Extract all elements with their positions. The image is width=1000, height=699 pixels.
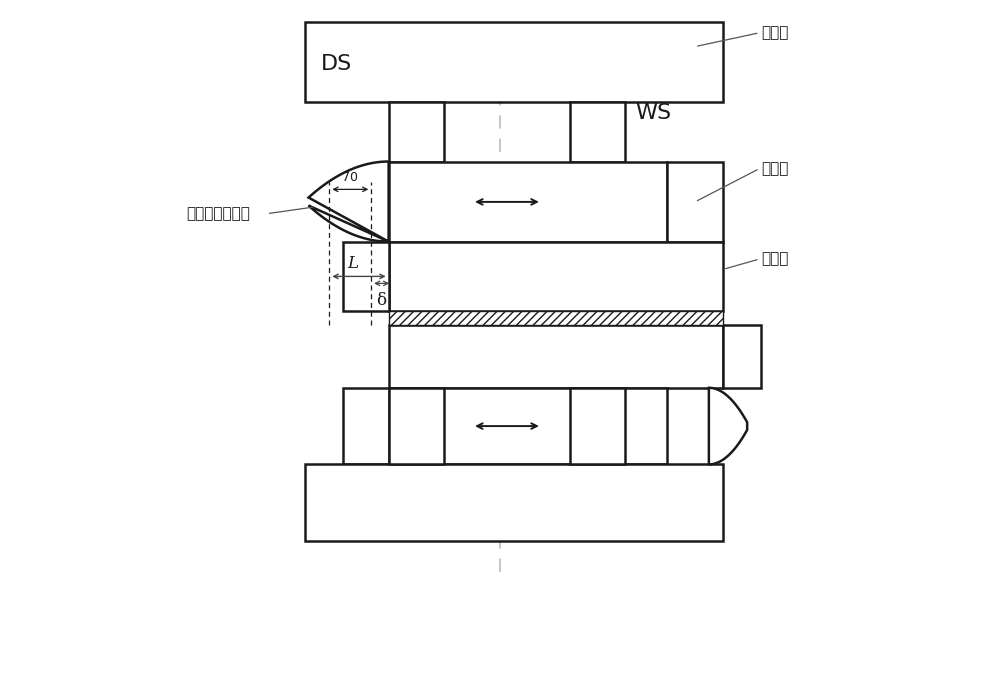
Text: 中间辊: 中间辊 — [761, 161, 788, 176]
Bar — [343, 388, 389, 464]
Text: 70: 70 — [342, 171, 358, 184]
Bar — [667, 161, 723, 242]
Polygon shape — [309, 161, 389, 242]
Bar — [389, 102, 444, 161]
Text: WS: WS — [635, 103, 671, 123]
Text: 单侧多项式辊形: 单侧多项式辊形 — [187, 206, 251, 222]
Bar — [723, 325, 761, 388]
Bar — [389, 161, 667, 242]
Bar — [305, 464, 723, 541]
Text: 工作辊: 工作辊 — [761, 252, 788, 266]
Text: 支撇辊: 支撇辊 — [761, 25, 788, 41]
Polygon shape — [709, 388, 747, 464]
Bar — [389, 388, 667, 464]
Bar — [389, 242, 723, 311]
Text: L: L — [348, 254, 359, 271]
Bar — [389, 388, 444, 464]
Bar — [570, 388, 625, 464]
Bar — [389, 325, 723, 388]
Text: DS: DS — [321, 54, 352, 74]
Bar — [389, 311, 723, 325]
Bar — [343, 242, 389, 311]
Bar — [570, 102, 625, 161]
Bar — [305, 22, 723, 102]
Text: δ: δ — [377, 291, 387, 309]
